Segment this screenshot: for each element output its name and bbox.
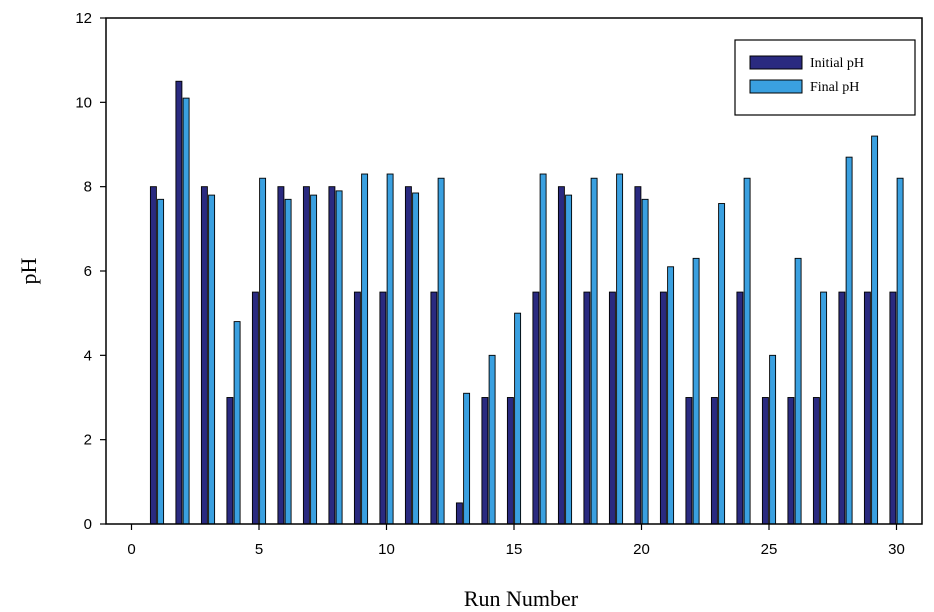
- bar-final-ph-run-23: [718, 203, 726, 525]
- x-tick-label: 25: [761, 541, 778, 558]
- bar-initial-ph-run-30: [889, 291, 897, 525]
- x-axis-title: Run Number: [464, 586, 579, 611]
- plot-area-frame: [105, 17, 923, 525]
- bar-final-ph-run-22: [692, 257, 700, 525]
- bars-group: [149, 80, 904, 525]
- bar-initial-ph-run-1: [149, 186, 157, 525]
- bar-final-ph-run-5: [259, 177, 267, 525]
- y-tick-label: 8: [84, 179, 92, 196]
- bar-initial-ph-run-16: [532, 291, 540, 525]
- bar-final-ph-run-10: [386, 173, 394, 525]
- bar-final-ph-run-25: [769, 354, 777, 525]
- bar-final-ph-run-28: [845, 156, 853, 525]
- x-tick-label: 15: [506, 541, 523, 558]
- bar-final-ph-run-30: [896, 177, 904, 525]
- bar-initial-ph-run-25: [761, 397, 769, 525]
- legend-label-initial-ph: Initial pH: [810, 56, 864, 71]
- bar-initial-ph-run-14: [481, 397, 489, 525]
- y-tick-label: 2: [84, 432, 92, 449]
- bar-initial-ph-run-3: [200, 186, 208, 525]
- bar-final-ph-run-16: [539, 173, 547, 525]
- bar-final-ph-run-2: [182, 97, 190, 525]
- bar-final-ph-run-26: [794, 257, 802, 525]
- bar-final-ph-run-15: [514, 312, 522, 525]
- bar-initial-ph-run-21: [659, 291, 667, 525]
- legend-label-final-ph: Final pH: [810, 80, 859, 95]
- x-tick-label: 0: [127, 541, 135, 558]
- y-tick-label: 4: [84, 347, 92, 364]
- legend-swatch-initial-ph: [749, 55, 803, 70]
- bar-initial-ph-run-4: [226, 397, 234, 525]
- bar-initial-ph-run-28: [838, 291, 846, 525]
- bar-final-ph-run-7: [310, 194, 318, 525]
- bar-initial-ph-run-18: [583, 291, 591, 525]
- bar-initial-ph-run-17: [557, 186, 565, 525]
- legend: Initial pH Final pH: [734, 39, 916, 116]
- y-tick-label: 6: [84, 263, 92, 280]
- bar-initial-ph-run-26: [787, 397, 795, 525]
- bar-final-ph-run-4: [233, 321, 241, 525]
- bar-final-ph-run-12: [437, 177, 445, 525]
- bar-final-ph-run-9: [361, 173, 369, 525]
- legend-box: [734, 39, 916, 116]
- y-tick-label: 0: [84, 516, 92, 533]
- bar-initial-ph-run-6: [277, 186, 285, 525]
- bar-final-ph-run-1: [157, 198, 165, 525]
- bar-final-ph-run-29: [871, 135, 879, 525]
- bar-initial-ph-run-12: [430, 291, 438, 525]
- bar-initial-ph-run-7: [302, 186, 310, 525]
- bar-final-ph-run-6: [284, 198, 292, 525]
- legend-swatch-final-ph: [749, 79, 803, 94]
- bar-final-ph-run-21: [667, 266, 675, 525]
- y-tick-label: 12: [75, 10, 92, 27]
- y-axis-title: pH: [16, 257, 41, 284]
- bar-initial-ph-run-22: [685, 397, 693, 525]
- bar-initial-ph-run-27: [812, 397, 820, 525]
- bar-final-ph-run-8: [335, 190, 343, 525]
- bar-final-ph-run-13: [463, 392, 471, 525]
- bar-initial-ph-run-9: [353, 291, 361, 525]
- bar-final-ph-run-18: [590, 177, 598, 525]
- x-tick-label: 30: [888, 541, 905, 558]
- bar-initial-ph-run-10: [379, 291, 387, 525]
- bar-initial-ph-run-19: [608, 291, 616, 525]
- bar-final-ph-run-20: [641, 198, 649, 525]
- bar-final-ph-run-19: [616, 173, 624, 525]
- bar-initial-ph-run-24: [736, 291, 744, 525]
- bar-final-ph-run-3: [208, 194, 216, 525]
- bar-initial-ph-run-8: [328, 186, 336, 525]
- bar-initial-ph-run-2: [175, 80, 183, 525]
- bar-final-ph-run-24: [743, 177, 751, 525]
- y-tick-label: 10: [75, 94, 92, 111]
- bar-initial-ph-run-15: [506, 397, 514, 525]
- x-tick-label: 10: [378, 541, 395, 558]
- x-tick-label: 5: [255, 541, 263, 558]
- bar-initial-ph-run-23: [710, 397, 718, 525]
- bar-initial-ph-run-11: [404, 186, 412, 525]
- bar-final-ph-run-17: [565, 194, 573, 525]
- bar-initial-ph-run-20: [634, 186, 642, 525]
- ticks-group: 0 5 10 15 20 25 30 0 2 4 6 8 10 12: [75, 10, 905, 558]
- bar-final-ph-run-11: [412, 192, 420, 525]
- bar-final-ph-run-27: [820, 291, 828, 525]
- bar-initial-ph-run-13: [455, 502, 463, 525]
- bar-final-ph-run-14: [488, 354, 496, 525]
- x-tick-label: 20: [633, 541, 650, 558]
- bar-initial-ph-run-5: [251, 291, 259, 525]
- bar-initial-ph-run-29: [863, 291, 871, 525]
